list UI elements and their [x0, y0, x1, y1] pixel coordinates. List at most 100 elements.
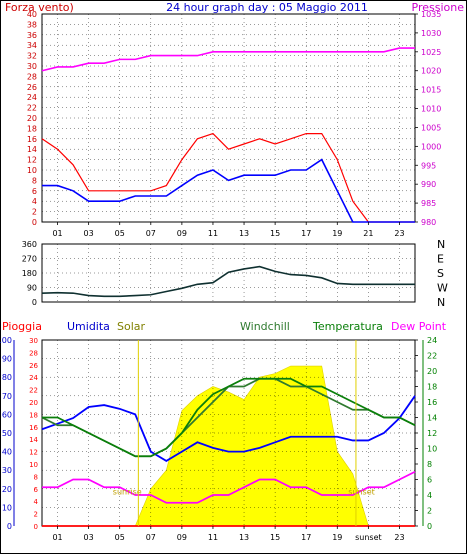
- direction-tick-label: 90: [27, 284, 37, 293]
- pressure-tick-label: 1035: [421, 10, 441, 19]
- wind-tick-label: 34: [27, 41, 37, 50]
- wind-x-tick-label: 15: [270, 229, 280, 238]
- wind-tick-label: 10: [27, 166, 37, 175]
- direction-plot-area: [41, 243, 416, 303]
- rain-tick-label: 6: [34, 486, 39, 494]
- panel3-legend: Pioggia Umidita Solar Windchill Temperat…: [2, 320, 447, 333]
- rain-tick-label: 8: [34, 473, 38, 481]
- wind-tick-label: 20: [27, 114, 37, 123]
- direction-series: [41, 265, 415, 298]
- wind-tick-label: 30: [27, 62, 37, 71]
- temp-tick-label: 14: [427, 414, 437, 423]
- wind-axis-title: Forza vento): [5, 1, 74, 14]
- wind-tick-label: 18: [27, 124, 37, 133]
- wind-x-tick-label: 09: [177, 229, 187, 238]
- wind-tick-label: 0: [32, 218, 37, 227]
- wind-x-tick-label: 17: [301, 229, 311, 238]
- pressure-tick-label: 1020: [421, 67, 441, 76]
- sun-annotations: sunrise sunset: [113, 340, 375, 526]
- humidity-tick-label: 50: [2, 429, 12, 438]
- rain-tick-label: 26: [29, 362, 38, 370]
- direction-tick-label: 0: [32, 298, 37, 307]
- temp-x-tick-label: 17: [301, 533, 311, 542]
- compass-label: N: [437, 296, 445, 309]
- compass-label: N: [437, 238, 445, 251]
- humidity-tick-label: 70: [2, 392, 12, 401]
- wind-grid: [42, 13, 415, 223]
- wind-tick-label: 24: [27, 93, 37, 102]
- pressure-tick-label: 1025: [421, 48, 441, 57]
- temp-series: [41, 377, 416, 527]
- chart-title: 24 hour graph day : 05 Maggio 2011: [166, 1, 368, 14]
- temp-tick-label: 22: [427, 352, 437, 361]
- solar-label: Solar: [117, 320, 146, 333]
- wind-x-tick-label: 01: [52, 229, 62, 238]
- wind-tick-label: 32: [27, 52, 37, 61]
- rain-tick-label: 18: [29, 411, 38, 419]
- humidity-tick-label: 30: [2, 466, 12, 475]
- humidity-tick-label: 60: [2, 410, 12, 419]
- temp-x-tick-label: 07: [146, 533, 156, 542]
- humidity-tick-label: 10: [2, 503, 12, 512]
- humidity-tick-label: 40: [2, 448, 12, 457]
- rain-tick-label: 0: [34, 523, 38, 531]
- humidity-label: Umidita: [67, 320, 110, 333]
- wind-tick-label: 12: [27, 156, 37, 165]
- temperature-humidity-panel: 0102030405060708090100 02468101214161820…: [0, 336, 437, 542]
- temp-x-ticks: 01 03 05 07 09 11 13 15 17 19 sunset 23: [52, 526, 405, 542]
- rain-tick-label: 30: [29, 337, 38, 345]
- pressure-tick-label: 995: [421, 161, 436, 170]
- rain-tick-label: 24: [29, 374, 38, 382]
- humidity-line: [41, 395, 416, 462]
- temp-tick-label: 10: [427, 445, 437, 454]
- wind-tick-label: 28: [27, 72, 37, 81]
- direction-y-ticks: 0 90 180 270 360: [22, 240, 37, 307]
- pressure-tick-label: 1005: [421, 123, 441, 132]
- temperature-line: [42, 377, 416, 458]
- pressure-tick-label: 1015: [421, 86, 441, 95]
- temp-x-tick-label: 05: [115, 533, 125, 542]
- wind-x-tick-label: 13: [239, 229, 249, 238]
- rain-tick-label: 28: [29, 349, 38, 357]
- temp-x-tick-label: 01: [52, 533, 62, 542]
- wind-x-tick-label: 19: [332, 229, 342, 238]
- wind-tick-label: 2: [32, 208, 37, 217]
- temp-tick-label: 8: [427, 460, 432, 469]
- wind-x-tick-label: 05: [115, 229, 125, 238]
- sunset-annotation: sunset: [348, 487, 375, 496]
- wind-tick-label: 40: [27, 10, 37, 19]
- temp-tick-label: 18: [427, 383, 437, 392]
- pressure-y-ticks: 980 985 990 995 1000 1005 1010 1015 1020 1025 1030…: [415, 10, 441, 227]
- rain-tick-label: 16: [29, 424, 38, 432]
- wind-avg-line: [42, 158, 415, 223]
- wind-tick-label: 8: [32, 176, 37, 185]
- temp-tick-label: 24: [427, 336, 437, 345]
- compass-label: S: [437, 267, 444, 280]
- rain-tick-label: 20: [29, 399, 38, 407]
- wind-x-tick-label: 03: [84, 229, 94, 238]
- temp-x-tick-label: 13: [239, 533, 249, 542]
- pressure-tick-label: 985: [421, 199, 436, 208]
- wind-x-tick-label: 07: [146, 229, 156, 238]
- wind-tick-label: 38: [27, 20, 37, 29]
- direction-tick-label: 360: [22, 240, 37, 249]
- temp-tick-label: 2: [427, 507, 432, 516]
- pressure-tick-label: 1030: [421, 29, 441, 38]
- wind-tick-label: 16: [27, 135, 37, 144]
- wind-x-tick-label: 23: [394, 229, 404, 238]
- wind-x-ticks: 01 03 05 07 09 11 13 15 17 19 21 23: [52, 222, 405, 238]
- rain-tick-label: 14: [29, 436, 38, 444]
- wind-tick-label: 36: [27, 31, 37, 40]
- pressure-tick-label: 1000: [421, 142, 441, 151]
- rain-tick-label: 10: [29, 461, 38, 469]
- humidity-tick-label: 90: [2, 355, 12, 364]
- temp-x-tick-label: 23: [394, 533, 404, 542]
- wind-plot-area: [41, 13, 416, 223]
- wind-tick-label: 6: [32, 187, 37, 196]
- temp-x-tick-label: 15: [270, 533, 280, 542]
